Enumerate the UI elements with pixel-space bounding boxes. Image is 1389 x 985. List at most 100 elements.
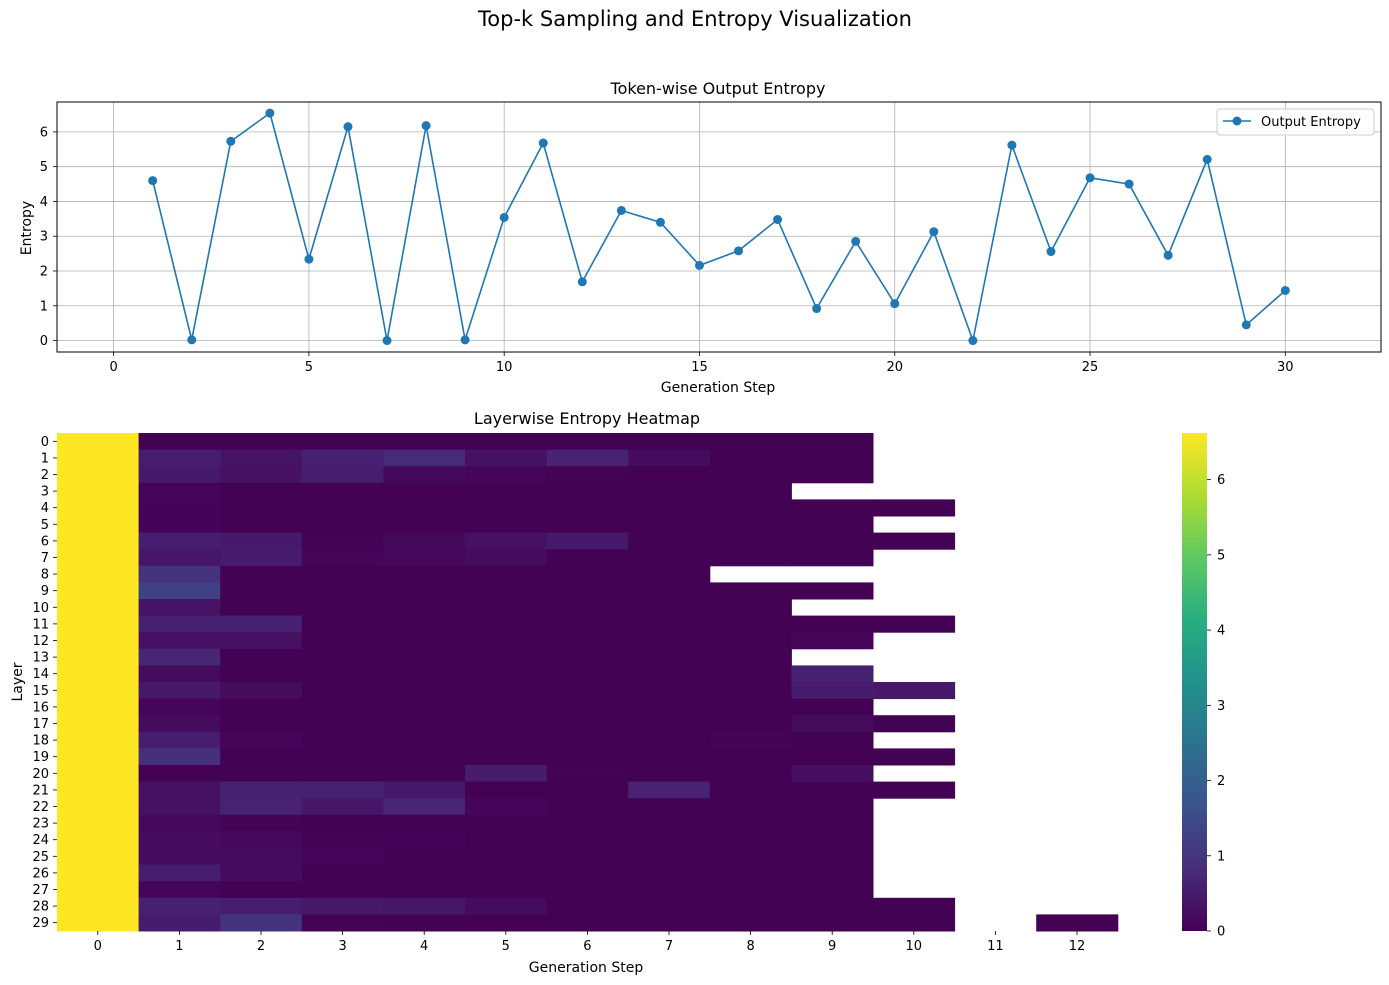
heatmap-cell	[301, 466, 384, 484]
heatmap-cell	[57, 632, 140, 650]
heatmap-cell	[383, 632, 466, 650]
heatmap-y-tick-label: 14	[32, 667, 49, 682]
heatmap-cell	[709, 848, 792, 866]
heatmap-y-tick-label: 26	[32, 866, 49, 881]
heatmap-cell	[57, 682, 140, 700]
heatmap-cell	[220, 814, 303, 832]
heatmap-cell	[791, 881, 874, 899]
heatmap-cell	[628, 765, 711, 783]
heatmap-cell	[465, 433, 548, 451]
heatmap-x-ticks: 0 1 2 3 4 5 6 7 8 9 10 11 12	[94, 931, 1085, 954]
heatmap-cell	[465, 781, 548, 799]
heatmap-cell	[546, 798, 629, 816]
line-chart-ylabel: Entropy	[19, 201, 35, 255]
heatmap-cell	[791, 864, 874, 882]
heatmap-cell	[301, 565, 384, 583]
heatmap-cell	[301, 748, 384, 766]
heatmap-cell	[57, 648, 140, 666]
heatmap-cell	[791, 582, 874, 600]
heatmap-cell	[628, 482, 711, 500]
line-chart: Token-wise Output Entropy 0 5 10 15 20 25 30 0…	[19, 79, 1382, 396]
heatmap-y-tick-label: 10	[32, 601, 49, 616]
heatmap-cell	[546, 582, 629, 600]
heatmap-cell	[628, 848, 711, 866]
heatmap-cell	[220, 582, 303, 600]
heatmap-cell	[301, 864, 384, 882]
entropy-point	[304, 254, 314, 264]
heatmap-cell	[57, 798, 140, 816]
line-chart-x-ticks: 0 5 10 15 20 25 30	[109, 352, 1294, 375]
heatmap-cell	[709, 433, 792, 451]
heatmap-cell	[791, 715, 874, 733]
heatmap-cell	[709, 798, 792, 816]
heatmap-cell	[220, 433, 303, 451]
heatmap-cell	[709, 897, 792, 915]
x-tick-label: 10	[496, 360, 513, 375]
x-tick-label: 25	[1082, 360, 1099, 375]
heatmap-cell	[301, 781, 384, 799]
heatmap-cell	[791, 798, 874, 816]
heatmap-cell	[791, 731, 874, 749]
heatmap-cell	[546, 648, 629, 666]
heatmap-cell	[301, 549, 384, 567]
heatmap-cell	[220, 482, 303, 500]
heatmap-cell	[546, 482, 629, 500]
heatmap-cell	[465, 615, 548, 633]
heatmap-cell	[383, 648, 466, 666]
heatmap-cell	[57, 449, 140, 467]
heatmap-cell	[301, 914, 384, 932]
heatmap-cell	[546, 864, 629, 882]
heatmap-cell	[546, 632, 629, 650]
y-tick-label: 5	[40, 160, 48, 175]
line-chart-xlabel: Generation Step	[661, 380, 776, 396]
heatmap-cell	[220, 632, 303, 650]
colorbar-tick-label: 6	[1217, 473, 1225, 488]
entropy-point	[929, 227, 939, 237]
heatmap-cell	[628, 682, 711, 700]
entropy-point	[343, 122, 353, 132]
heatmap-cell	[628, 914, 711, 932]
line-chart-frame	[56, 101, 1382, 353]
heatmap-x-tick-label: 10	[906, 939, 923, 954]
heatmap-cell	[628, 698, 711, 716]
heatmap-cell	[546, 748, 629, 766]
heatmap-cell	[709, 881, 792, 899]
heatmap-y-tick-label: 2	[41, 468, 49, 483]
y-tick-label: 6	[40, 125, 48, 140]
heatmap-cell	[628, 814, 711, 832]
heatmap-cell	[57, 914, 140, 932]
heatmap-cell	[220, 748, 303, 766]
heatmap-cells	[57, 433, 1119, 932]
heatmap-cell	[465, 499, 548, 517]
heatmap-cell	[709, 748, 792, 766]
heatmap-cell	[791, 897, 874, 915]
heatmap-cell	[220, 897, 303, 915]
entropy-point	[148, 176, 158, 186]
heatmap-cell	[546, 499, 629, 517]
heatmap-cell	[301, 715, 384, 733]
heatmap-cell	[301, 599, 384, 617]
entropy-point	[1046, 247, 1056, 257]
heatmap-cell	[709, 665, 792, 683]
heatmap-cell	[383, 698, 466, 716]
heatmap-cell	[57, 765, 140, 783]
heatmap-cell	[709, 731, 792, 749]
colorbar-tick-label: 0	[1217, 925, 1225, 940]
heatmap-y-tick-label: 27	[32, 883, 49, 898]
heatmap-cell	[383, 482, 466, 500]
colorbar-tick-label: 5	[1217, 548, 1225, 563]
heatmap-cell	[301, 665, 384, 683]
heatmap-cell	[465, 765, 548, 783]
heatmap-cell	[709, 814, 792, 832]
heatmap-cell	[873, 615, 956, 633]
heatmap-cell	[383, 748, 466, 766]
heatmap-cell	[628, 599, 711, 617]
heatmap-cell	[220, 565, 303, 583]
heatmap-cell	[57, 665, 140, 683]
heatmap-cell	[301, 615, 384, 633]
line-chart-title: Token-wise Output Entropy	[610, 79, 826, 98]
heatmap-cell	[628, 648, 711, 666]
colorbar-tick-label: 2	[1217, 774, 1225, 789]
heatmap-cell	[465, 482, 548, 500]
entropy-point	[265, 108, 275, 118]
